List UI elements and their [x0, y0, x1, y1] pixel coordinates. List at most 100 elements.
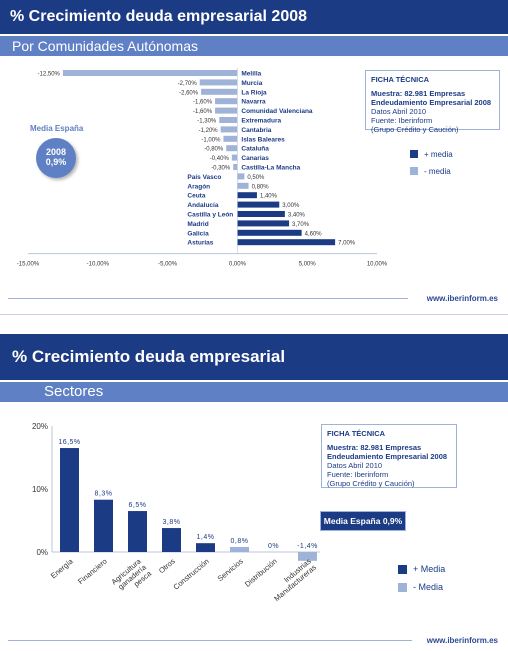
ficha-line: (Grupo Crédito y Caución): [371, 125, 459, 134]
tick-label: -5,00%: [158, 262, 178, 268]
sector-slide: % Crecimiento deuda empresarial Sectores…: [0, 334, 508, 651]
ficha-tecnica-regional: FICHA TÉCNICA Muestra: 82.981 Empresas E…: [365, 70, 500, 134]
category-label-line: Distribución: [243, 557, 279, 589]
category-label: País Vasco: [187, 174, 221, 181]
regional-legend: + media - media: [410, 147, 453, 178]
data-label: 0,8%: [231, 538, 249, 545]
bar: [233, 164, 238, 170]
media-year: 2008: [45, 147, 67, 157]
data-label: -1,60%: [193, 109, 213, 115]
data-label: 7,00%: [338, 241, 356, 247]
bar: [298, 552, 317, 561]
bar: [162, 528, 181, 552]
category-label: Galicia: [187, 230, 209, 237]
regional-bar-chart: -12,50% Melilla -2,70% Murcia -2,60% La Rioja…: [17, 68, 388, 268]
regional-footer-url[interactable]: www.iberinform.es: [426, 294, 498, 303]
category-label: Canarias: [241, 155, 269, 162]
bar: [237, 220, 290, 227]
tick-label: 0%: [36, 548, 48, 557]
tick-label: -10,00%: [87, 262, 110, 268]
sector-legend: + Media - Media: [398, 562, 445, 594]
legend-above: + Media: [398, 562, 445, 576]
category-label: Extremadura: [241, 118, 281, 125]
bar: [237, 201, 280, 208]
category-label: Ceuta: [187, 193, 205, 200]
bar: [201, 88, 238, 95]
bar: [237, 192, 257, 199]
data-label: -2,70%: [178, 81, 198, 87]
bar: [62, 70, 238, 76]
category-label: Andalucía: [187, 202, 218, 209]
data-label: 0%: [268, 543, 279, 550]
legend-above-label: + Media: [413, 564, 446, 574]
legend-below-label: - Media: [413, 582, 444, 592]
ficha-line: Endeudamiento Empresarial 2008: [327, 452, 448, 461]
sector-subtitle: Sectores: [0, 382, 508, 402]
sector-title: % Crecimiento deuda empresarial: [0, 334, 508, 380]
bar: [226, 145, 238, 152]
bar: [237, 239, 336, 246]
bar: [237, 173, 245, 180]
category-label: Cantabria: [241, 127, 271, 134]
bar: [215, 107, 238, 114]
bar: [94, 499, 113, 552]
ficha-line: Fuente: Iberinform: [327, 470, 389, 479]
legend-swatch-above: [410, 150, 418, 158]
media-value: 0,9%: [45, 157, 67, 167]
category-label: Aragón: [187, 183, 210, 190]
media-espana-circle: 2008 0,9%: [36, 138, 76, 178]
ficha-line: Muestra: 82.981 Empresas: [371, 89, 466, 98]
legend-above: + media: [410, 147, 453, 161]
data-label: -0,30%: [211, 166, 231, 172]
data-label: 1,40%: [260, 194, 278, 200]
data-label: 3,70%: [292, 222, 310, 228]
footer-divider: [8, 640, 412, 641]
bar: [237, 211, 285, 217]
bar: [223, 135, 238, 142]
bar: [220, 126, 238, 133]
bar: [237, 229, 302, 236]
sector-footer-url[interactable]: www.iberinform.es: [426, 636, 498, 645]
legend-swatch-below: [410, 167, 418, 175]
data-label: -2,60%: [179, 90, 199, 96]
category-label: Construcción: [171, 557, 210, 592]
ficha-heading: FICHA TÉCNICA: [327, 429, 386, 438]
regional-slide: % Crecimiento deuda empresarial 2008 Por…: [0, 0, 508, 315]
data-label: 6,5%: [129, 502, 147, 509]
category-label-line: Financiero: [76, 557, 109, 586]
tick-label: 5,00%: [299, 262, 317, 268]
category-label: Servicios: [216, 556, 245, 583]
category-label: Cataluña: [241, 146, 269, 153]
ficha-line: Datos Abril 2010: [371, 107, 427, 116]
legend-swatch-below: [398, 582, 407, 592]
ficha-line: Fuente: Iberinform: [371, 116, 433, 125]
legend-below: - Media: [398, 580, 445, 594]
data-label: 4,60%: [305, 231, 323, 237]
data-label: -1,00%: [201, 137, 221, 143]
media-espana-label: Media España: [30, 124, 84, 133]
data-label: 16,5%: [58, 439, 80, 446]
tick-label: -15,00%: [17, 262, 40, 268]
data-label: 1,4%: [197, 534, 215, 541]
regional-subtitle: Por Comunidades Autónomas: [0, 36, 508, 56]
legend-above-label: + media: [424, 149, 453, 159]
data-label: 3,00%: [282, 203, 300, 209]
data-label: 0,80%: [252, 184, 270, 190]
data-label: -1,30%: [197, 119, 217, 125]
bar: [60, 448, 79, 552]
category-label: Castilla y León: [187, 212, 233, 219]
regional-title: % Crecimiento deuda empresarial 2008: [0, 0, 508, 34]
data-label: 0,50%: [247, 175, 265, 181]
category-label-line: Otros: [157, 556, 177, 575]
legend-below-label: - media: [424, 166, 451, 176]
data-label: -0,40%: [210, 156, 230, 162]
bar: [128, 511, 147, 552]
category-label: Murcia: [241, 80, 262, 87]
category-label-line: Construcción: [171, 557, 210, 592]
category-label: La Rioja: [241, 89, 267, 96]
data-label: 3,8%: [163, 519, 181, 526]
category-label-line: Energía: [49, 556, 76, 580]
tick-label: 20%: [32, 422, 48, 431]
category-label: Comunidad Valenciana: [241, 108, 313, 115]
bar: [196, 543, 215, 552]
